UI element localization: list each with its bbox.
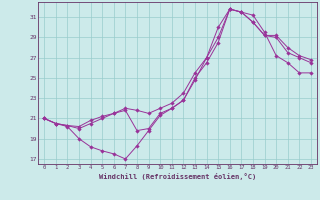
X-axis label: Windchill (Refroidissement éolien,°C): Windchill (Refroidissement éolien,°C) [99,173,256,180]
